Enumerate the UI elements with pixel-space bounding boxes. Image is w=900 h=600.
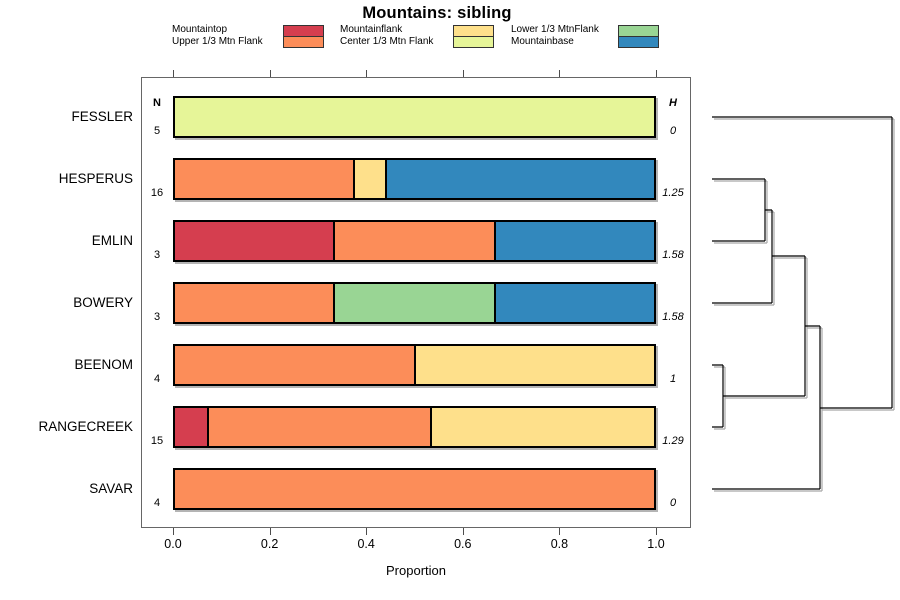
x-tick [559,528,561,535]
x-tick-label: 0.2 [260,537,279,551]
h-value: 1 [669,373,677,385]
row-label: RANGECREEK [38,419,133,434]
x-tick [366,70,368,77]
dendrogram-lines [714,118,895,492]
bar-segment [175,346,414,384]
n-value: 3 [153,311,161,323]
x-tick [656,70,657,77]
x-axis-title: Proportion [386,563,446,578]
bar-segment [384,160,654,198]
legend: Mountaintop Upper 1/3 Mtn Flank Mountainfl… [0,0,900,60]
row-label: BOWERY [73,295,133,310]
bar-row [173,158,656,200]
n-value: 15 [150,435,164,447]
x-tick [269,528,271,535]
bar-row [173,96,656,138]
x-tick [269,70,271,77]
row-label: BEENOM [74,357,133,372]
x-tick [656,528,657,535]
x-tick [366,528,368,535]
legend-label: Mountaintop [172,24,228,35]
legend-label: Center 1/3 Mtn Flank [340,36,434,47]
bar-segment [175,222,334,260]
bar-row [173,468,656,510]
bar-segment [493,284,654,322]
x-tick-label: 0.4 [357,537,375,551]
bar-segment [175,408,207,446]
h-header: H [669,97,677,109]
x-tick-label: 1.0 [647,537,665,551]
bar-segment [175,470,654,508]
row-label: HESPERUS [58,171,133,186]
x-tick [462,70,464,77]
n-value: 4 [153,373,161,385]
h-value: 0 [669,125,677,137]
h-value: 1.29 [662,435,684,447]
row-label: SAVAR [89,481,133,496]
x-tick-label: 0.8 [550,537,569,551]
bar-segment [175,160,354,198]
bar-segment [175,284,334,322]
bar-segment [333,284,494,322]
bar-row [173,220,656,262]
bar-segment [353,160,385,198]
bar-row [173,406,656,448]
bar-row [173,344,656,386]
n-value: 5 [153,125,161,137]
legend-label: Mountainbase [511,36,574,47]
n-value: 16 [150,187,164,199]
bar-segment [493,222,654,260]
x-tick [462,528,464,535]
row-label: EMLIN [91,233,133,248]
bar-row [173,282,656,324]
bar-segment [175,98,654,136]
bar-segment [333,222,494,260]
legend-swatch [618,36,659,48]
chart-title: Mountains: sibling [362,4,512,22]
x-tick-label: 0.6 [454,537,472,551]
h-value: 0 [669,497,677,509]
legend-label: Mountainflank [340,24,403,35]
row-label: FESSLER [71,109,133,124]
legend-swatch [453,36,494,48]
dendrogram-lines [712,116,893,490]
x-tick [173,70,174,77]
n-value: 3 [153,249,161,261]
bar-segment [206,408,431,446]
n-header: N [153,97,161,109]
h-value: 1.58 [662,311,684,323]
bar-segment [430,408,654,446]
legend-label: Lower 1/3 MtnFlank [511,24,599,35]
x-tick [173,528,174,535]
h-value: 1.25 [662,187,684,199]
x-tick-label: 0.0 [164,537,182,551]
bar-segment [413,346,654,384]
legend-label: Upper 1/3 Mtn Flank [172,36,263,47]
legend-swatch [283,36,324,48]
x-tick [559,70,561,77]
n-value: 4 [153,497,161,509]
h-value: 1.58 [662,249,684,261]
